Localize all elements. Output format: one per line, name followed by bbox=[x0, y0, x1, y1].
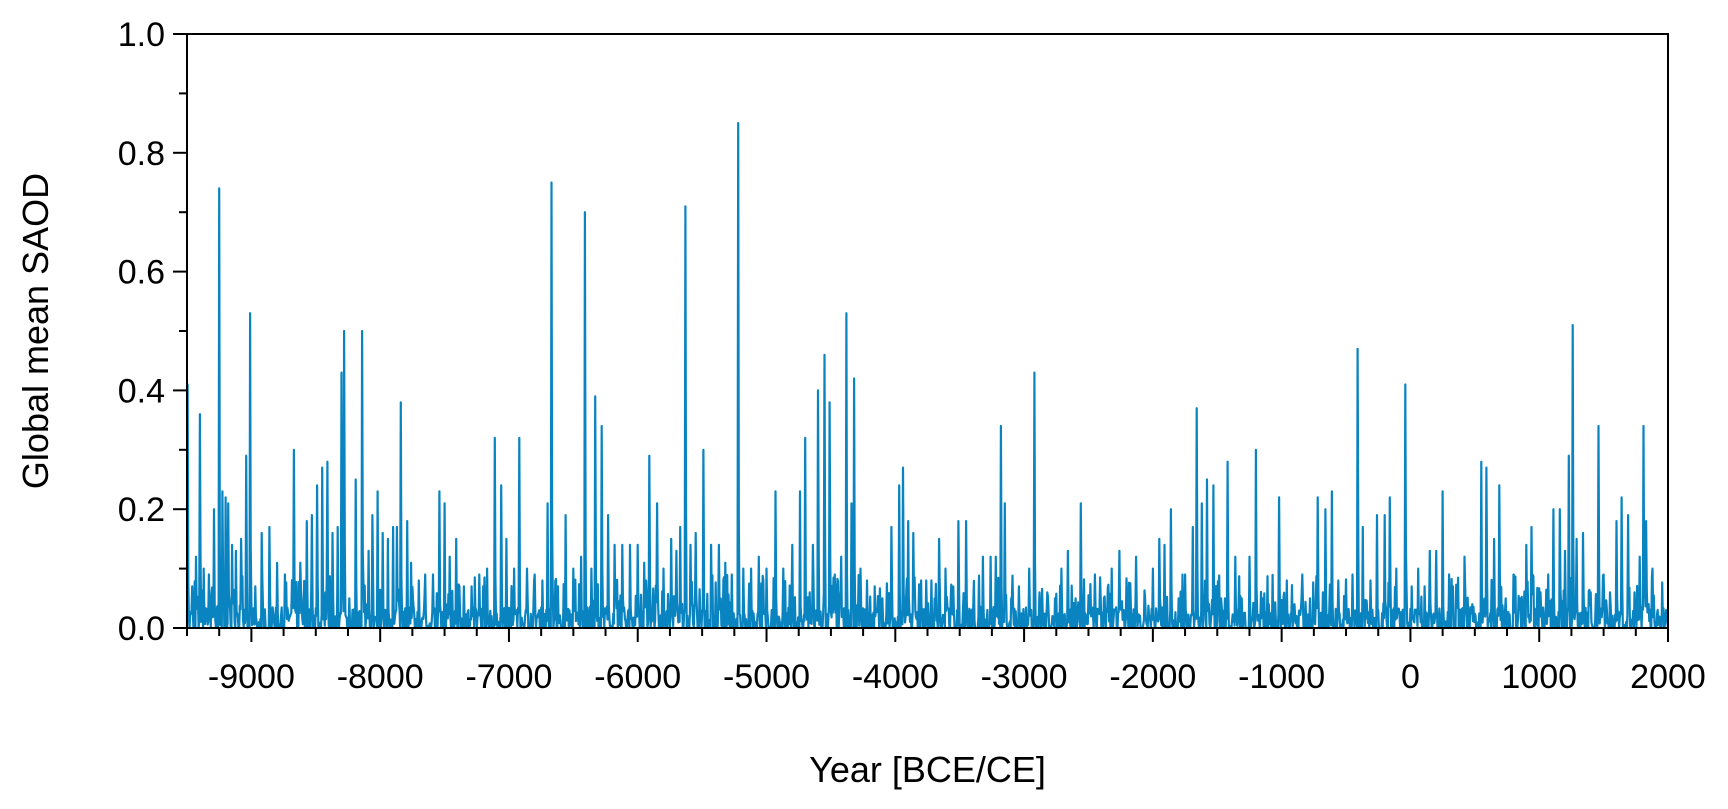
x-tick-label: -4000 bbox=[852, 658, 939, 696]
plot-frame bbox=[186, 33, 1669, 629]
x-tick-label: 2000 bbox=[1630, 658, 1706, 696]
x-tick-label: 0 bbox=[1401, 658, 1420, 696]
y-tick-label: 0.8 bbox=[118, 135, 165, 173]
y-tick-label: 0.6 bbox=[118, 254, 165, 292]
x-tick-label: -8000 bbox=[337, 658, 424, 696]
saod-series-line bbox=[185, 122, 1670, 630]
x-tick-label: -7000 bbox=[465, 658, 552, 696]
x-tick-label: -2000 bbox=[1109, 658, 1196, 696]
y-axis: 0.0 0.2 0.4 0.6 0.8 1.0 bbox=[118, 16, 187, 648]
y-axis-label: Global mean SAOD bbox=[15, 173, 56, 489]
y-tick-label: 1.0 bbox=[118, 16, 165, 54]
y-tick-label: 0.2 bbox=[118, 491, 165, 529]
x-tick-label: -5000 bbox=[723, 658, 810, 696]
y-tick-label: 0.4 bbox=[118, 372, 165, 410]
x-tick-label: 1000 bbox=[1501, 658, 1577, 696]
y-tick-label: 0.0 bbox=[118, 610, 165, 648]
plot-area bbox=[185, 122, 1670, 630]
x-axis-label: Year [BCE/CE] bbox=[809, 749, 1046, 790]
x-tick-label: -1000 bbox=[1238, 658, 1325, 696]
x-axis: -9000 -8000 -7000 -6000 -5000 -4000 -3000 -2000… bbox=[186, 628, 1706, 696]
x-tick-label: -9000 bbox=[208, 658, 295, 696]
x-tick-label: -3000 bbox=[981, 658, 1068, 696]
x-tick-label: -6000 bbox=[594, 658, 681, 696]
